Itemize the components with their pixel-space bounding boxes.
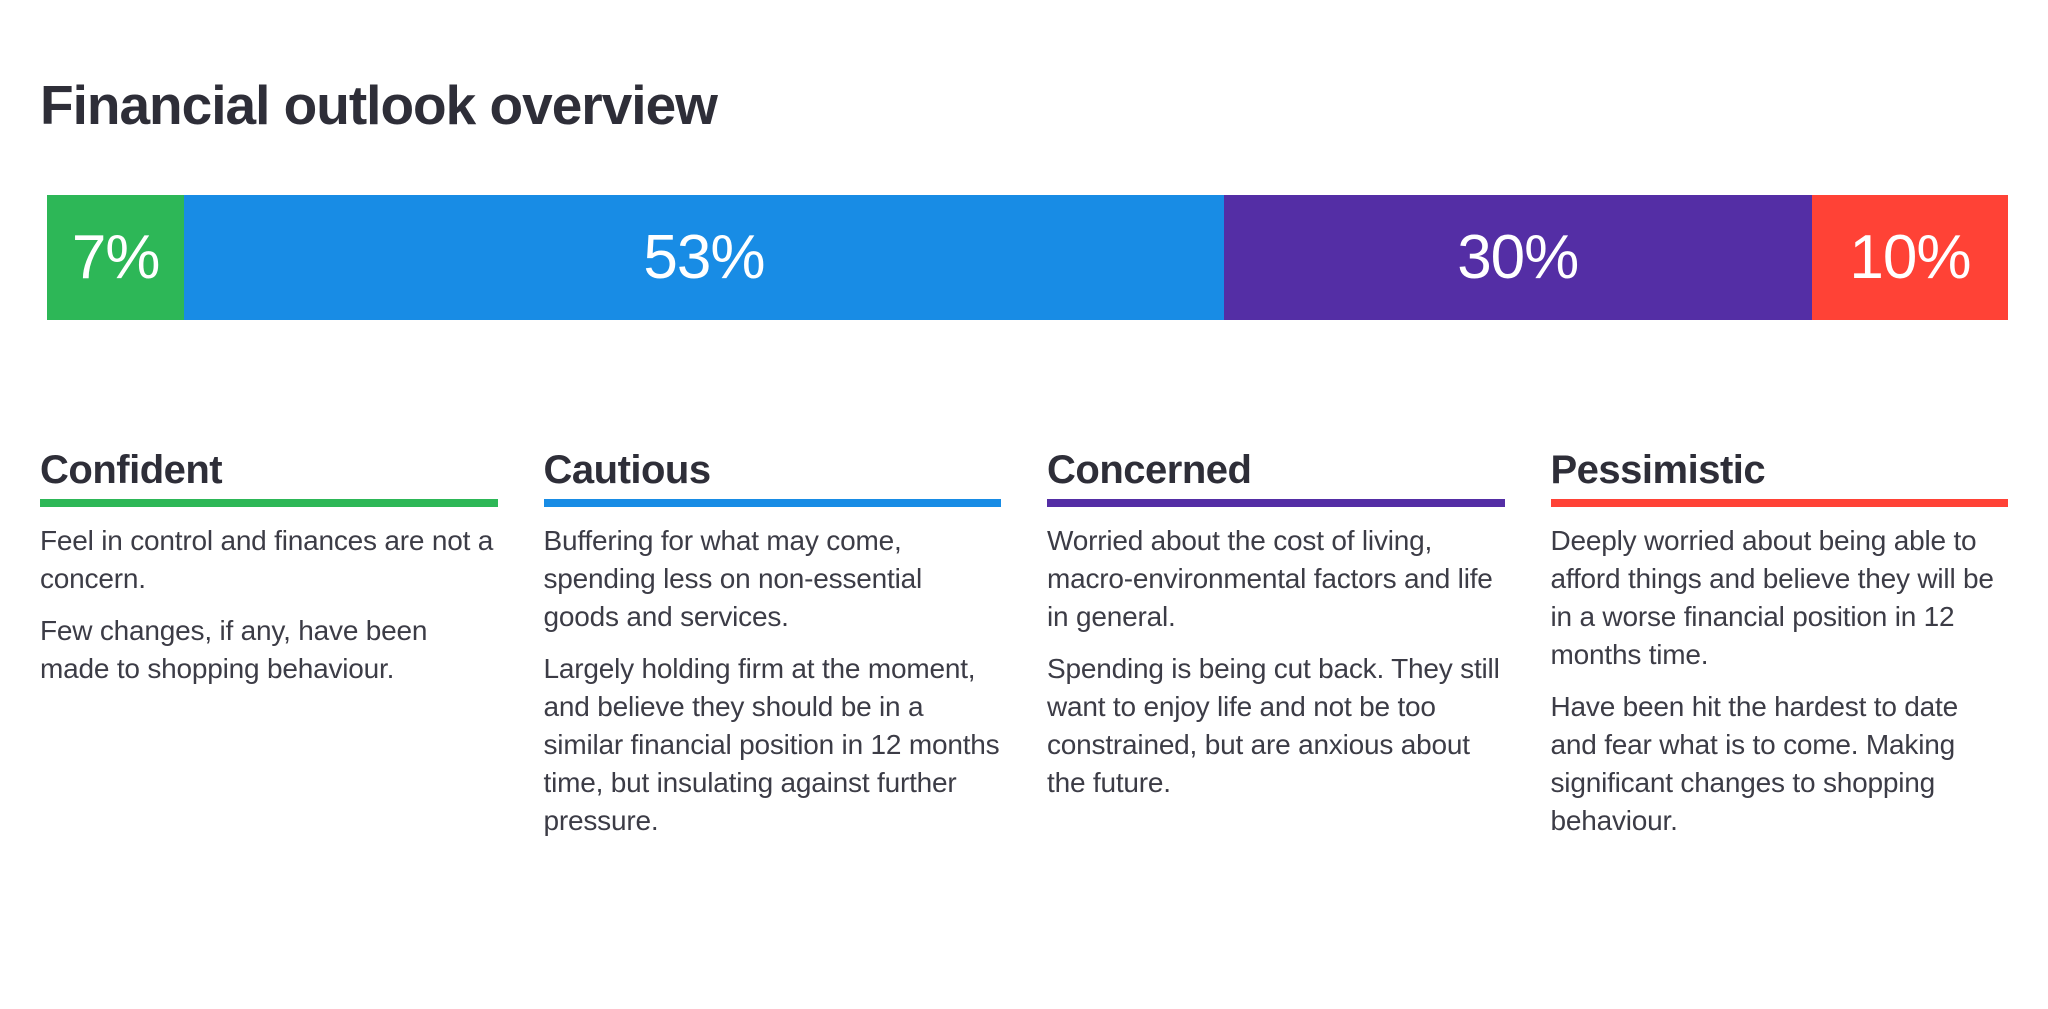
legend-column-underline <box>543 499 1001 508</box>
legend-column-paragraph: Buffering for what may come, spending le… <box>543 525 923 633</box>
legend-column-confident: Confident Feel in control and finances a… <box>40 446 498 840</box>
legend-column-title: Cautious <box>543 448 712 493</box>
bar-segment-value-label: 10% <box>1849 223 1971 293</box>
legend-column-underline <box>40 499 498 508</box>
bar-segment-pessimistic: 10% <box>1811 195 2008 321</box>
bar-segment-value-label: 53% <box>643 223 765 293</box>
bar-segment-confident: 7% <box>47 195 185 321</box>
legend-column-paragraph: Spending is being cut back. They still w… <box>1047 653 1500 799</box>
bar-segment-concerned: 30% <box>1223 195 1812 321</box>
legend-column-cautious: Cautious Buffering for what may come, sp… <box>543 446 1001 840</box>
segment-legend-columns: Confident Feel in control and finances a… <box>40 446 2008 840</box>
legend-column-paragraph: Have been hit the hardest to date and fe… <box>1550 691 1959 837</box>
legend-column-underline <box>1550 499 2008 508</box>
legend-column-title: Confident <box>40 448 223 493</box>
bar-segment-cautious: 53% <box>184 195 1224 321</box>
legend-column-paragraph: Feel in control and finances are not a c… <box>40 525 494 595</box>
financial-outlook-page: Financial outlook overview 7% 53% 30% 10… <box>0 74 2048 840</box>
bar-segment-value-label: 30% <box>1457 223 1579 293</box>
legend-column-paragraph: Deeply worried about being able to affor… <box>1550 525 1994 671</box>
page-title: Financial outlook overview <box>40 74 718 136</box>
stacked-bar-chart: 7% 53% 30% 10% <box>47 195 2008 321</box>
legend-column-title: Pessimistic <box>1550 448 1766 493</box>
legend-column-paragraph: Largely holding firm at the moment, and … <box>543 653 1000 837</box>
legend-column-concerned: Concerned Worried about the cost of livi… <box>1047 446 1505 840</box>
legend-column-pessimistic: Pessimistic Deeply worried about being a… <box>1550 446 2008 840</box>
legend-column-paragraph: Worried about the cost of living, macro-… <box>1047 525 1493 633</box>
legend-column-title: Concerned <box>1047 448 1252 493</box>
legend-column-paragraph: Few changes, if any, have been made to s… <box>40 615 428 685</box>
legend-column-underline <box>1047 499 1505 508</box>
bar-segment-value-label: 7% <box>71 223 161 293</box>
